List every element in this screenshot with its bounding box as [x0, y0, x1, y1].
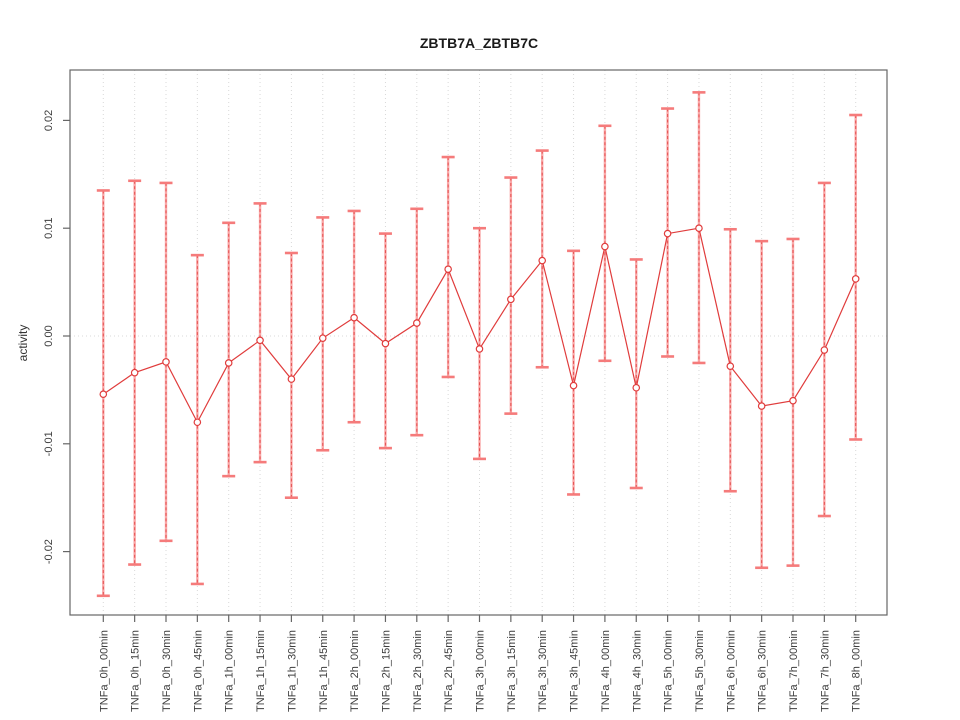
- x-tick-label: TNFa_4h_30min: [631, 630, 643, 712]
- axis-ticks: -0.02 -0.01 0.00 0.01 0.02 TNFa_0h_00min TNFa_…: [43, 110, 863, 712]
- x-tick-label: TNFa_0h_45min: [192, 630, 204, 712]
- data-point-marker: [475, 345, 484, 353]
- data-point-marker: [350, 313, 358, 322]
- x-tick-label: TNFa_2h_30min: [412, 630, 424, 712]
- data-point-marker: [789, 396, 797, 405]
- data-series: [99, 224, 860, 427]
- data-point-marker: [99, 390, 108, 399]
- data-point-marker: [538, 256, 547, 265]
- x-tick-label: TNFa_7h_30min: [819, 630, 831, 712]
- x-tick-label: TNFa_1h_30min: [286, 630, 298, 712]
- x-tick-label: TNFa_6h_30min: [757, 630, 769, 712]
- data-point-marker: [820, 346, 829, 354]
- error-bar: [723, 227, 737, 493]
- data-point-marker: [757, 402, 766, 410]
- data-point-marker: [632, 383, 641, 392]
- error-bar: [222, 221, 236, 478]
- x-tick-label: TNFa_3h_45min: [569, 630, 581, 712]
- y-axis-label: activity: [16, 325, 30, 362]
- data-point-marker: [381, 339, 390, 348]
- x-tick-label: TNFa_3h_30min: [537, 630, 549, 712]
- data-point-marker: [695, 224, 703, 233]
- data-point-marker: [569, 381, 578, 390]
- x-tick-label: TNFa_3h_15min: [506, 630, 518, 712]
- x-tick-label: TNFa_1h_00min: [224, 630, 236, 712]
- x-tick-label: TNFa_0h_00min: [98, 630, 110, 712]
- x-tick-label: TNFa_1h_15min: [255, 630, 267, 712]
- data-point-marker: [162, 358, 170, 366]
- data-point-marker: [601, 242, 609, 251]
- data-point-marker: [412, 319, 421, 327]
- x-tick-label: TNFa_5h_30min: [694, 630, 706, 712]
- x-tick-label: TNFa_3h_00min: [475, 630, 487, 712]
- y-tick-label: 0.02: [43, 110, 55, 131]
- x-tick-label: TNFa_2h_45min: [443, 630, 455, 712]
- error-bar: [473, 226, 486, 461]
- error-bar: [253, 202, 267, 464]
- x-tick-label: TNFa_0h_30min: [161, 630, 173, 712]
- data-point-marker: [663, 229, 672, 238]
- error-bars: [96, 91, 863, 598]
- data-point-marker: [256, 336, 264, 345]
- error-bar: [567, 249, 581, 496]
- y-tick-label: -0.01: [43, 431, 55, 456]
- x-tick-label: TNFa_2h_00min: [349, 630, 361, 712]
- chart-title: ZBTB7A_ZBTB7C: [420, 35, 538, 51]
- data-point-marker: [318, 334, 327, 342]
- data-point-marker: [507, 295, 515, 304]
- error-bar: [629, 258, 643, 490]
- x-tick-label: TNFa_6h_00min: [725, 630, 737, 712]
- x-tick-label: TNFa_5h_00min: [663, 630, 675, 712]
- data-point-marker: [224, 359, 233, 367]
- data-point-marker: [193, 418, 202, 427]
- data-point-marker: [130, 368, 139, 377]
- y-tick-label: 0.00: [43, 325, 55, 346]
- x-tick-label: TNFa_1h_45min: [318, 630, 330, 712]
- data-point-marker: [726, 362, 735, 370]
- data-point-marker: [287, 375, 296, 383]
- x-tick-label: TNFa_7h_00min: [788, 630, 800, 712]
- plot-frame: [69, 69, 888, 616]
- x-tick-label: TNFa_8h_00min: [851, 630, 863, 712]
- x-tick-label: TNFa_0h_15min: [130, 630, 142, 712]
- error-bar: [316, 216, 330, 452]
- y-tick-label: 0.01: [43, 217, 55, 238]
- y-tick-label: -0.02: [43, 539, 55, 564]
- x-tick-label: TNFa_4h_00min: [600, 630, 612, 712]
- x-tick-label: TNFa_2h_15min: [380, 630, 392, 712]
- data-point-marker: [444, 265, 452, 273]
- data-point-marker: [851, 275, 860, 283]
